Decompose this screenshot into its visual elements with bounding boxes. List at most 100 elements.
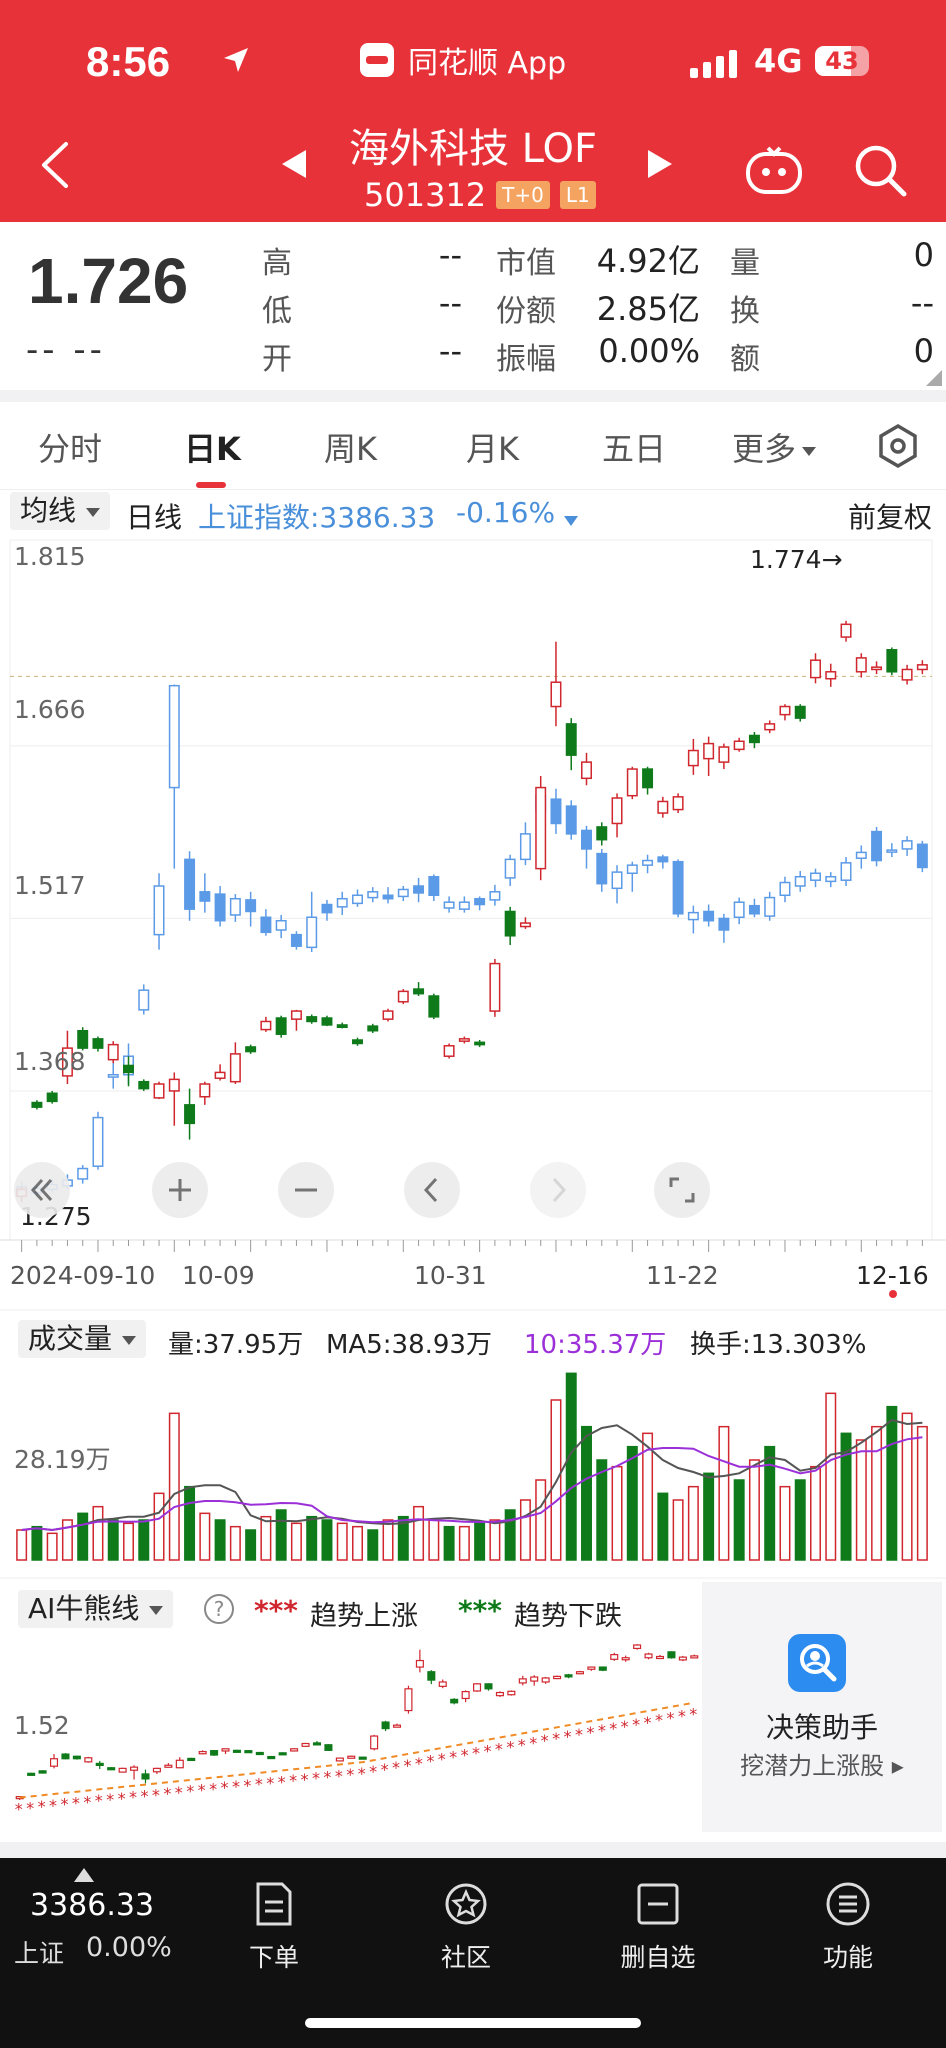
tab-weekly-k[interactable]: 周K [324, 430, 377, 468]
ai-trend-up-marker: * [666, 1709, 674, 1728]
fund-candle-body [916, 664, 928, 671]
robot-assistant-icon[interactable] [744, 144, 804, 202]
fund-candle-body [871, 666, 883, 671]
ai-candle-body [541, 1677, 550, 1683]
scroll-right-button[interactable] [530, 1162, 586, 1218]
fund-candle-body [46, 1092, 58, 1103]
chevron-down-icon[interactable] [564, 500, 578, 533]
chevron-down-icon [802, 446, 817, 456]
low-value: -- [438, 284, 462, 322]
ai-trend-up-marker: * [335, 1766, 343, 1785]
remove-watchlist-button[interactable]: 删自选 [598, 1880, 718, 1974]
fund-candle-body [611, 797, 623, 825]
ma-select[interactable]: 均线 [10, 492, 111, 530]
volume-select[interactable]: 成交量 [18, 1320, 147, 1358]
volume-bar [16, 1529, 28, 1561]
scroll-left-button[interactable] [404, 1162, 460, 1218]
ai-trend-up-marker: * [118, 1789, 126, 1808]
tab-daily-k[interactable]: 日K [184, 430, 241, 468]
ai-trend-up-marker: * [381, 1760, 389, 1779]
next-stock-icon[interactable] [646, 148, 674, 184]
ai-trend-up-marker: * [26, 1798, 34, 1817]
decision-assistant-card[interactable]: 决策助手 挖潜力上涨股 ▸ [702, 1582, 942, 1832]
expand-corner-icon[interactable] [926, 370, 942, 386]
tab-intraday[interactable]: 分时 [38, 430, 103, 468]
zoom-in-button[interactable] [152, 1162, 208, 1218]
trend-down-marker: *** [458, 1594, 502, 1627]
index-value[interactable]: 3386.33 [30, 1888, 155, 1923]
index-compare-text[interactable]: 上证指数:3386.33 [198, 501, 436, 534]
ai-trend-up-marker: * [152, 1785, 160, 1804]
index-candle-body [672, 860, 684, 915]
fund-candle-body [290, 1010, 302, 1020]
ai-trend-up-marker: * [60, 1795, 68, 1814]
volume-bar [123, 1522, 134, 1561]
ai-candle-body [644, 1653, 653, 1659]
collapse-left-button[interactable] [14, 1162, 70, 1218]
order-button[interactable]: 下单 [214, 1880, 334, 1974]
search-icon[interactable] [852, 142, 908, 202]
volume-bar [352, 1525, 363, 1561]
volume-bar [199, 1512, 211, 1561]
chevron-down-icon [86, 507, 101, 517]
volume-bar [184, 1485, 196, 1561]
adjust-mode[interactable]: 前复权 [847, 501, 932, 534]
ai-candle-body [392, 1724, 402, 1728]
fund-candle-body [519, 922, 531, 928]
volume-bar [92, 1505, 104, 1561]
volume-bar [260, 1515, 272, 1561]
ai-candle-body [690, 1655, 699, 1659]
prev-stock-icon[interactable] [280, 148, 308, 184]
tab-monthly-k[interactable]: 月K [466, 430, 519, 468]
ai-trend-up-marker: * [95, 1791, 103, 1810]
index-candle-body [413, 885, 425, 894]
source-app-indicator[interactable]: 同花顺 App [360, 38, 566, 82]
assistant-title: 决策助手 [765, 1711, 878, 1744]
ai-trend-up-marker: * [495, 1739, 503, 1758]
network-type: 4G [754, 42, 803, 80]
ai-select-label: AI牛熊线 [28, 1592, 140, 1625]
fund-candle-body [672, 796, 684, 811]
tab-five-day[interactable]: 五日 [602, 430, 667, 468]
tab-more[interactable]: 更多 [732, 424, 817, 470]
volume-bar [474, 1522, 486, 1561]
ai-candle-body [84, 1757, 93, 1763]
help-icon[interactable]: ? [204, 1594, 234, 1624]
volume-bar [458, 1525, 470, 1561]
fullscreen-button[interactable] [654, 1162, 710, 1218]
ai-select[interactable]: AI牛熊线 [18, 1590, 174, 1628]
double-chevron-left-icon [30, 1178, 53, 1202]
index-candle-body [458, 901, 470, 910]
ai-candle-body [27, 1772, 36, 1776]
community-button[interactable]: 社区 [406, 1880, 526, 1974]
y-axis-label: 1.666 [14, 695, 86, 724]
zoom-out-button[interactable] [278, 1162, 334, 1218]
fund-candle-body [565, 723, 577, 756]
home-indicator [305, 2018, 641, 2028]
price-change: -- -- [26, 330, 106, 370]
index-candle-body [916, 843, 928, 869]
low-label: 低 [262, 294, 292, 329]
chart-settings-icon[interactable] [874, 422, 922, 474]
turnover-value: -- [910, 284, 934, 322]
minus-icon [295, 1188, 317, 1192]
ai-candle-body [164, 1764, 173, 1768]
divider [0, 1842, 946, 1858]
trend-up-marker: *** [254, 1594, 298, 1627]
volume-bar [489, 1519, 501, 1561]
ai-candle-body [473, 1683, 482, 1692]
order-label: 下单 [248, 1943, 299, 1972]
ai-trend-up-marker: * [232, 1777, 240, 1796]
ai-trend-up-marker: * [644, 1713, 652, 1732]
turnover-rate-text: 换手:13.303% [690, 1330, 867, 1360]
ai-trend-up-marker: * [472, 1744, 480, 1763]
tab-more-label: 更多 [732, 430, 797, 468]
volume-bar [565, 1372, 577, 1561]
kline-chart[interactable]: 1.815 1.666 1.517 1.368 1.774→ 1.275 202… [0, 534, 946, 1844]
functions-button[interactable]: 功能 [788, 1880, 908, 1974]
back-icon[interactable] [36, 140, 76, 194]
index-candle-body [184, 858, 196, 910]
ai-trend-up-marker: * [266, 1773, 274, 1792]
community-label: 社区 [440, 1943, 491, 1972]
ai-trend-up-marker: * [72, 1794, 80, 1813]
